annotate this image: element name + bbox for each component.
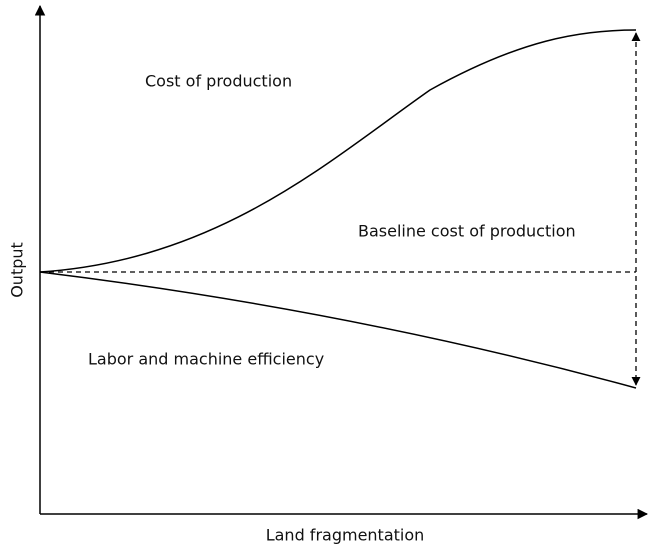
y-axis-label: Output xyxy=(8,242,27,298)
curve-label: Labor and machine efficiency xyxy=(88,350,324,369)
cost-curve xyxy=(39,29,637,273)
baseline-label: Baseline cost of production xyxy=(358,222,576,241)
x-axis-label: Land fragmentation xyxy=(266,526,425,545)
efficiency-curve xyxy=(39,271,637,389)
curve-label: Cost of production xyxy=(145,72,292,91)
